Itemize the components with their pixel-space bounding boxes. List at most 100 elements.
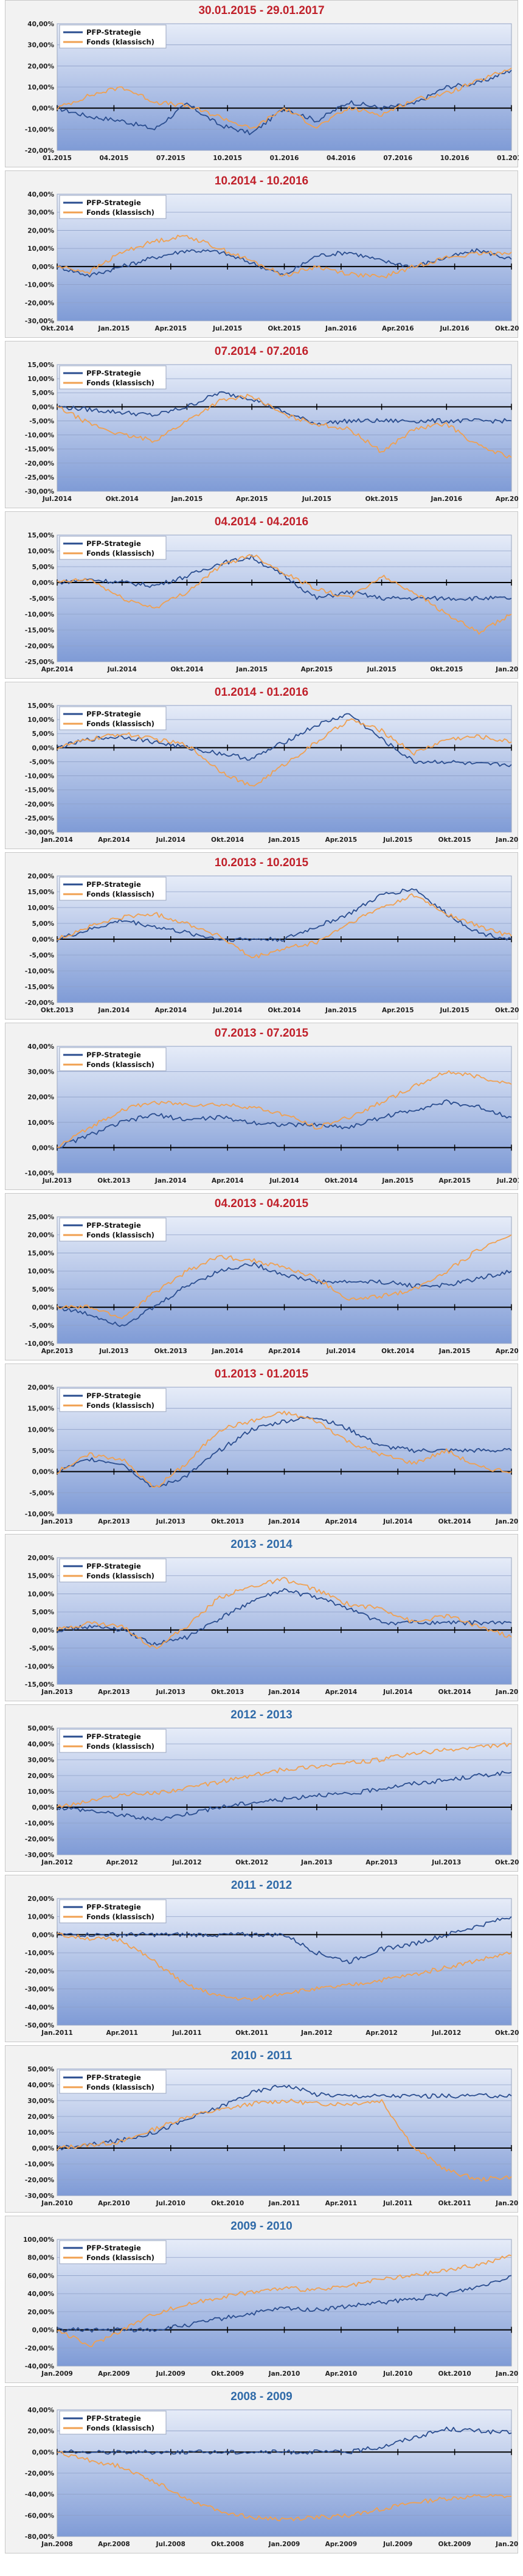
x-tick-label: 07.2016 — [383, 155, 412, 162]
x-tick-label: Jan.2016 — [495, 666, 519, 673]
x-tick-label: Jan.2009 — [268, 2541, 300, 2548]
y-tick-label: -10,00% — [25, 1663, 55, 1670]
x-tick-label: Okt.2011 — [438, 2200, 471, 2207]
legend-label: PFP-Strategie — [86, 1562, 141, 1570]
x-tick-label: Okt.2014 — [211, 836, 244, 844]
chart-title: 2010 - 2011 — [230, 2049, 293, 2062]
y-tick-label: -30,00% — [25, 1986, 55, 1993]
y-tick-label: -30,00% — [25, 2193, 55, 2200]
x-tick-label: Apr.2015 — [236, 495, 268, 503]
legend-box — [59, 1388, 167, 1412]
x-tick-label: Jul.2015 — [383, 836, 412, 844]
y-tick-label: 0,00% — [32, 744, 55, 752]
x-tick-label: Apr.2010 — [98, 2200, 130, 2207]
x-tick-label: Jan.2014 — [268, 1518, 300, 1525]
y-tick-label: 10,00% — [27, 905, 54, 912]
y-tick-label: -20,00% — [25, 643, 55, 650]
chart-svg: -80,00% -60,00% -40,00% -20,00% 0,00% 20,00% 4… — [25, 2407, 519, 2548]
y-tick-label: 5,00% — [32, 920, 55, 928]
x-tick-label: Jan.2015 — [171, 495, 203, 503]
y-tick-label: 10,00% — [27, 245, 54, 253]
x-tick-label: Jan.2015 — [268, 836, 300, 844]
legend-box — [59, 195, 167, 219]
x-tick-label: Okt.2014 — [325, 1177, 358, 1185]
x-tick-label: Jan.2015 — [98, 325, 130, 332]
y-tick-label: -15,00% — [25, 446, 55, 453]
x-tick-label: Jul.2015 — [440, 1007, 469, 1014]
x-tick-label: Apr.2014 — [325, 1689, 358, 1696]
x-tick-label: Apr.2015 — [301, 666, 333, 673]
chart-svg: -10,00% 0,00% 10,00% 20,00% 30,00% 40,00% Jul.… — [25, 1043, 519, 1185]
y-tick-label: -15,00% — [25, 984, 55, 991]
legend-box — [59, 536, 167, 560]
legend-box — [59, 24, 167, 49]
series-line-fonds-klassisch — [57, 1933, 512, 2002]
x-tick-label: Jul.2008 — [156, 2541, 185, 2548]
legend-label: PFP-Strategie — [86, 1732, 141, 1741]
x-tick-label: Jan.2014 — [211, 1348, 243, 1355]
y-tick-label: -60,00% — [25, 2512, 55, 2519]
y-tick-label: 15,00% — [27, 1250, 54, 1257]
y-tick-label: 15,00% — [27, 702, 54, 710]
y-tick-label: 30,00% — [27, 2098, 54, 2105]
series-line-fonds-klassisch — [57, 1070, 512, 1148]
y-tick-label: -10,00% — [25, 1170, 55, 1177]
x-tick-label: Okt.2014 — [381, 1348, 414, 1355]
chart-svg: -10,00% -5,00% 0,00% 5,00% 10,00% 15,00% 20,00… — [25, 1214, 519, 1355]
series-line-pfp-strategie — [57, 1916, 512, 1964]
chart-title: 01.2014 - 01.2016 — [214, 686, 309, 699]
x-tick-label: 04.2016 — [327, 155, 356, 162]
x-tick-label: Jan.2012 — [41, 1859, 73, 1866]
x-tick-label: Jul.2014 — [212, 1007, 242, 1014]
chart-title: 10.2014 - 10.2016 — [214, 175, 309, 187]
y-tick-label: 10,00% — [27, 376, 54, 383]
x-tick-label: Jul.2015 — [212, 325, 242, 332]
x-tick-label: 01.2017 — [497, 155, 519, 162]
legend-label: PFP-Strategie — [86, 28, 141, 37]
chart-panel: 2009 - 2010 -40,00% -20,00% 0,00% 20,00% 40,0… — [5, 2216, 519, 2383]
x-tick-label: Jul.2014 — [156, 836, 185, 844]
x-tick-label: Jul.2015 — [496, 1177, 519, 1185]
y-tick-label: -10,00% — [25, 282, 55, 289]
x-tick-label: 01.2016 — [270, 155, 299, 162]
x-tick-label: 04.2015 — [99, 155, 128, 162]
y-tick-label: -5,00% — [29, 595, 54, 603]
y-tick-label: -10,00% — [25, 1340, 55, 1348]
x-tick-label: Apr.2015 — [154, 325, 187, 332]
x-tick-label: Apr.2012 — [365, 2029, 398, 2037]
y-tick-label: -20,00% — [25, 460, 55, 467]
legend-box — [59, 2240, 167, 2264]
series-line-fonds-klassisch — [57, 68, 512, 129]
x-tick-label: Jan.2012 — [495, 2200, 519, 2207]
legend-label: PFP-Strategie — [86, 369, 141, 377]
x-tick-label: Okt.2013 — [41, 1007, 74, 1014]
y-tick-label: 40,00% — [27, 2082, 54, 2089]
x-tick-label: Apr.2014 — [98, 836, 130, 844]
y-tick-label: 0,00% — [32, 2449, 55, 2456]
y-tick-label: 0,00% — [32, 1931, 55, 1939]
x-tick-label: Jul.2015 — [366, 666, 396, 673]
x-tick-label: Okt.2015 — [495, 1007, 519, 1014]
y-tick-label: -40,00% — [25, 2491, 55, 2499]
y-tick-label: -20,00% — [25, 2177, 55, 2184]
y-tick-label: 30,00% — [27, 209, 54, 217]
x-tick-label: Apr.2015 — [496, 1348, 519, 1355]
x-tick-label: Jan.2014 — [41, 836, 73, 844]
y-tick-label: 10,00% — [27, 1591, 54, 1598]
y-tick-label: 15,00% — [27, 1405, 54, 1413]
y-tick-label: 15,00% — [27, 532, 54, 539]
x-tick-label: Jul.2009 — [156, 2370, 185, 2378]
x-tick-label: Apr.2010 — [325, 2370, 358, 2378]
x-tick-label: Jan.2016 — [430, 495, 462, 503]
y-tick-label: 20,00% — [27, 1094, 54, 1101]
chart-title: 2008 - 2009 — [230, 2390, 293, 2403]
legend-box — [59, 1217, 167, 1242]
y-tick-label: 25,00% — [27, 1214, 54, 1221]
x-tick-label: Jul.2014 — [383, 1689, 412, 1696]
x-tick-label: Apr.2016 — [496, 495, 519, 503]
chart-panel: 30.01.2015 - 29.01.2017 -20,00% -10,00% 0,0… — [5, 0, 519, 167]
legend-label: PFP-Strategie — [86, 1051, 141, 1059]
x-tick-label: 01.2015 — [43, 155, 72, 162]
x-tick-label: Jul.2013 — [156, 1689, 185, 1696]
x-tick-label: 10.2015 — [213, 155, 242, 162]
